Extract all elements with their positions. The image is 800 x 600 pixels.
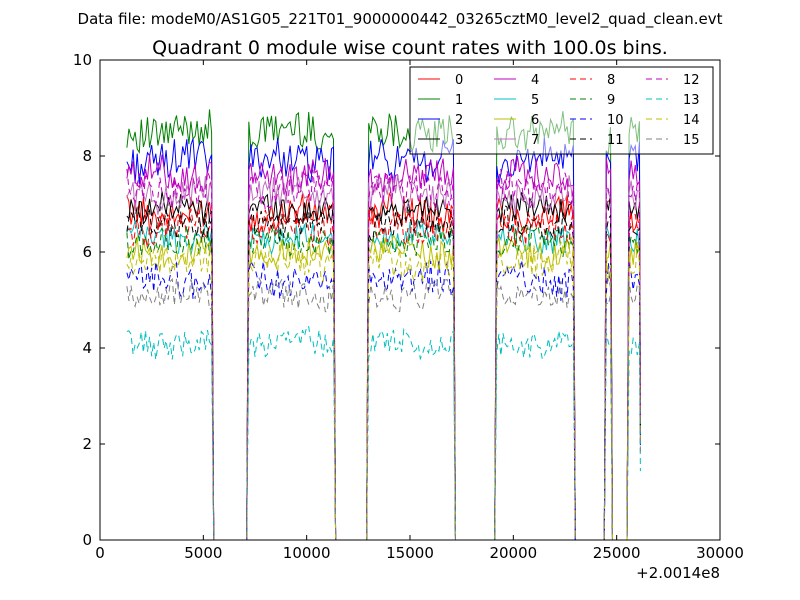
x-offset-label: +2.0014e8 [636, 564, 720, 582]
series-line-11 [126, 203, 641, 540]
series-line-10 [126, 259, 641, 540]
legend-label: 9 [607, 93, 615, 108]
legend-label: 1 [455, 93, 463, 108]
legend-box [409, 66, 714, 155]
series-line-15 [126, 276, 641, 540]
legend-label: 13 [683, 93, 700, 108]
series-line-0 [126, 191, 641, 540]
series-line-3 [126, 191, 641, 540]
legend-label: 11 [607, 133, 624, 148]
y-tick-label: 10 [73, 51, 92, 69]
legend-label: 3 [455, 133, 463, 148]
series-line-2 [126, 137, 641, 540]
x-tick-label: 25000 [593, 544, 641, 562]
chart-title: Quadrant 0 module wise count rates with … [152, 37, 668, 59]
series-line-6 [126, 233, 641, 540]
series-line-1 [126, 109, 641, 540]
x-tick-label: 5000 [184, 544, 222, 562]
series-line-7 [126, 174, 641, 540]
legend-label: 2 [455, 113, 463, 128]
legend-label: 5 [531, 93, 539, 108]
legend-label: 8 [607, 73, 615, 88]
x-tick-label: 15000 [386, 544, 434, 562]
series-line-12 [126, 167, 641, 540]
series-layer [126, 109, 641, 540]
figure-suptitle: Data file: modeM0/AS1G05_221T01_90000004… [78, 10, 723, 29]
y-tick-label: 4 [82, 339, 92, 357]
y-tick-label: 0 [82, 531, 92, 549]
series-line-13 [126, 325, 641, 540]
x-tick-label: 10000 [283, 544, 331, 562]
legend-label: 10 [607, 113, 624, 128]
legend-label: 15 [683, 133, 700, 148]
x-tick-label: 30000 [696, 544, 744, 562]
y-tick-label: 2 [82, 435, 92, 453]
legend-label: 14 [683, 113, 700, 128]
x-axis: 0 5000 10000 15000 20000 25000 30000 [95, 60, 744, 562]
legend-label: 4 [531, 73, 539, 88]
series-line-14 [126, 241, 641, 540]
x-tick-label: 20000 [489, 544, 537, 562]
legend-label: 7 [531, 133, 539, 148]
legend-label: 0 [455, 73, 463, 88]
y-tick-label: 6 [82, 243, 92, 261]
x-tick-label: 0 [95, 544, 105, 562]
legend-label: 12 [683, 73, 700, 88]
legend-label: 6 [531, 113, 539, 128]
series-line-5 [126, 220, 641, 540]
y-tick-label: 8 [82, 147, 92, 165]
series-line-9 [126, 224, 641, 540]
